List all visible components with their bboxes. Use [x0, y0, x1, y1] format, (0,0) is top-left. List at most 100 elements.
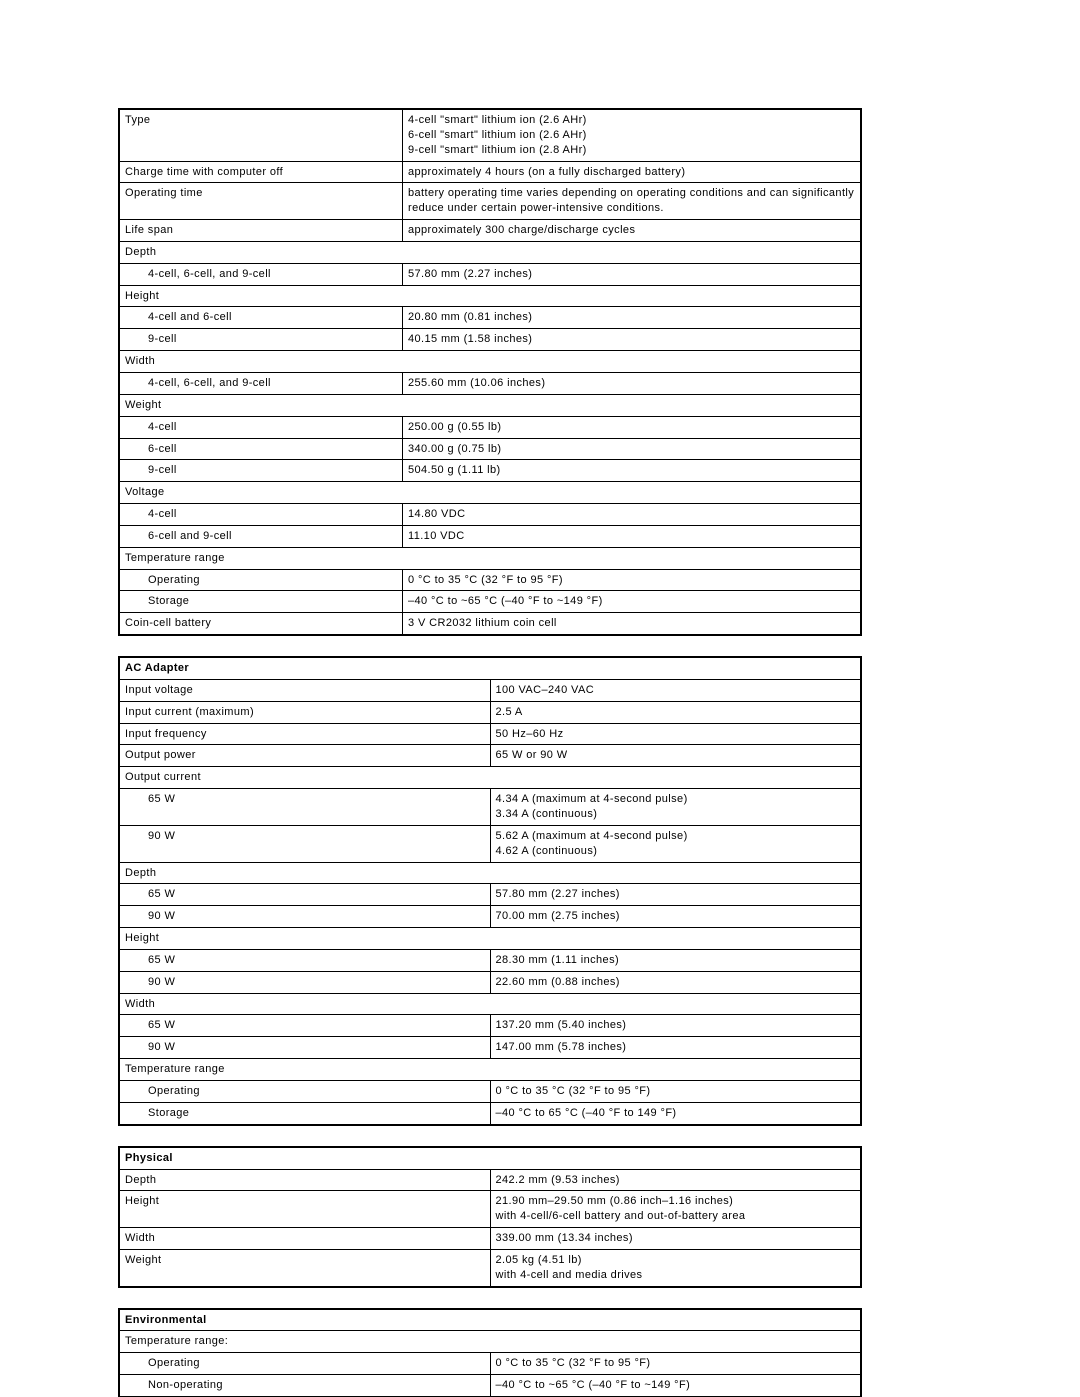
spec-sublabel: Non-operating [119, 1375, 490, 1397]
spec-value: 70.00 mm (2.75 inches) [490, 906, 861, 928]
spec-sublabel: 90 W [119, 971, 490, 993]
spec-value: 504.50 g (1.11 lb) [403, 460, 862, 482]
spec-label: Coin-cell battery [119, 613, 403, 635]
spec-sublabel: 4-cell [119, 504, 403, 526]
spec-sublabel: Operating [119, 1080, 490, 1102]
spec-label: Depth [119, 1169, 490, 1191]
table-row: Voltage [119, 482, 861, 504]
spec-label: Operating time [119, 183, 403, 220]
ac-adapter-spec-table: AC Adapter Input voltage 100 VAC–240 VAC… [118, 656, 862, 1126]
spec-sublabel: 6-cell and 9-cell [119, 525, 403, 547]
spec-sublabel: 65 W [119, 884, 490, 906]
spec-value: 2.05 kg (4.51 lb)with 4-cell and media d… [490, 1249, 861, 1286]
table-row: 90 W 5.62 A (maximum at 4-second pulse)4… [119, 825, 861, 862]
table-row: Width [119, 993, 861, 1015]
spec-sublabel: Storage [119, 591, 403, 613]
table-row: Temperature range: [119, 1331, 861, 1353]
spec-value: –40 °C to ~65 °C (–40 °F to ~149 °F) [490, 1375, 861, 1397]
spec-group-label: Depth [119, 862, 861, 884]
spec-value: 255.60 mm (10.06 inches) [403, 372, 862, 394]
spec-value: 22.60 mm (0.88 inches) [490, 971, 861, 993]
spec-value: 20.80 mm (0.81 inches) [403, 307, 862, 329]
spec-group-label: Depth [119, 241, 861, 263]
table-row: Input voltage 100 VAC–240 VAC [119, 679, 861, 701]
spec-group-label: Width [119, 351, 861, 373]
environmental-spec-table: Environmental Temperature range: Operati… [118, 1308, 862, 1397]
table-row: Height [119, 285, 861, 307]
spec-value: 4-cell "smart" lithium ion (2.6 AHr)6-ce… [403, 109, 862, 161]
table-row: Temperature range [119, 1059, 861, 1081]
spec-sublabel: 65 W [119, 1015, 490, 1037]
spec-label: Input current (maximum) [119, 701, 490, 723]
table-row: Type 4-cell "smart" lithium ion (2.6 AHr… [119, 109, 861, 161]
spec-value: –40 °C to 65 °C (–40 °F to 149 °F) [490, 1102, 861, 1124]
table-row: Storage –40 °C to 65 °C (–40 °F to 149 °… [119, 1102, 861, 1124]
table-row: 6-cell and 9-cell 11.10 VDC [119, 525, 861, 547]
table-row: Output power 65 W or 90 W [119, 745, 861, 767]
spec-value: 40.15 mm (1.58 inches) [403, 329, 862, 351]
spec-sublabel: Operating [119, 569, 403, 591]
section-header: AC Adapter [119, 657, 861, 679]
spec-value: 11.10 VDC [403, 525, 862, 547]
spec-group-label: Height [119, 928, 861, 950]
spec-value: 57.80 mm (2.27 inches) [403, 263, 862, 285]
spec-value: –40 °C to ~65 °C (–40 °F to ~149 °F) [403, 591, 862, 613]
table-row: Weight 2.05 kg (4.51 lb)with 4-cell and … [119, 1249, 861, 1286]
spec-label: Life span [119, 220, 403, 242]
spec-sublabel: 4-cell and 6-cell [119, 307, 403, 329]
spec-label: Input frequency [119, 723, 490, 745]
table-row: Operating 0 °C to 35 °C (32 °F to 95 °F) [119, 569, 861, 591]
spec-group-label: Temperature range [119, 1059, 861, 1081]
table-row: Depth [119, 241, 861, 263]
table-row: 4-cell, 6-cell, and 9-cell 255.60 mm (10… [119, 372, 861, 394]
spec-value: 65 W or 90 W [490, 745, 861, 767]
table-header-row: Physical [119, 1147, 861, 1169]
section-header: Physical [119, 1147, 861, 1169]
spec-group-label: Temperature range: [119, 1331, 861, 1353]
spec-sublabel: 65 W [119, 949, 490, 971]
spec-group-label: Voltage [119, 482, 861, 504]
spec-sublabel: 90 W [119, 906, 490, 928]
table-row: 9-cell 40.15 mm (1.58 inches) [119, 329, 861, 351]
table-row: Depth [119, 862, 861, 884]
spec-value: 340.00 g (0.75 lb) [403, 438, 862, 460]
spec-group-label: Output current [119, 767, 861, 789]
table-header-row: Environmental [119, 1309, 861, 1331]
spec-sublabel: Storage [119, 1102, 490, 1124]
table-row: 6-cell 340.00 g (0.75 lb) [119, 438, 861, 460]
table-row: Operating 0 °C to 35 °C (32 °F to 95 °F) [119, 1080, 861, 1102]
spec-sublabel: 4-cell, 6-cell, and 9-cell [119, 372, 403, 394]
table-row: 65 W 137.20 mm (5.40 inches) [119, 1015, 861, 1037]
spec-label: Type [119, 109, 403, 161]
spec-value: 5.62 A (maximum at 4-second pulse)4.62 A… [490, 825, 861, 862]
table-row: Non-operating –40 °C to ~65 °C (–40 °F t… [119, 1375, 861, 1397]
table-row: 4-cell and 6-cell 20.80 mm (0.81 inches) [119, 307, 861, 329]
spec-label: Output power [119, 745, 490, 767]
spec-group-label: Width [119, 993, 861, 1015]
spec-value: 57.80 mm (2.27 inches) [490, 884, 861, 906]
table-row: Height [119, 928, 861, 950]
battery-spec-table: Type 4-cell "smart" lithium ion (2.6 AHr… [118, 108, 862, 636]
spec-value: 14.80 VDC [403, 504, 862, 526]
physical-spec-table: Physical Depth 242.2 mm (9.53 inches) He… [118, 1146, 862, 1288]
table-row: Width [119, 351, 861, 373]
spec-value: 50 Hz–60 Hz [490, 723, 861, 745]
table-row: 90 W 22.60 mm (0.88 inches) [119, 971, 861, 993]
table-row: 4-cell 14.80 VDC [119, 504, 861, 526]
spec-sublabel: 90 W [119, 825, 490, 862]
table-row: 90 W 70.00 mm (2.75 inches) [119, 906, 861, 928]
spec-sublabel: Operating [119, 1353, 490, 1375]
spec-value: 3 V CR2032 lithium coin cell [403, 613, 862, 635]
table-row: Depth 242.2 mm (9.53 inches) [119, 1169, 861, 1191]
spec-label: Charge time with computer off [119, 161, 403, 183]
table-header-row: AC Adapter [119, 657, 861, 679]
spec-value: 0 °C to 35 °C (32 °F to 95 °F) [403, 569, 862, 591]
spec-sublabel: 4-cell, 6-cell, and 9-cell [119, 263, 403, 285]
table-row: 65 W 4.34 A (maximum at 4-second pulse)3… [119, 789, 861, 826]
spec-value: 0 °C to 35 °C (32 °F to 95 °F) [490, 1353, 861, 1375]
table-row: Input frequency 50 Hz–60 Hz [119, 723, 861, 745]
table-row: 65 W 28.30 mm (1.11 inches) [119, 949, 861, 971]
table-row: 4-cell, 6-cell, and 9-cell 57.80 mm (2.2… [119, 263, 861, 285]
spec-group-label: Height [119, 285, 861, 307]
table-row: 4-cell 250.00 g (0.55 lb) [119, 416, 861, 438]
